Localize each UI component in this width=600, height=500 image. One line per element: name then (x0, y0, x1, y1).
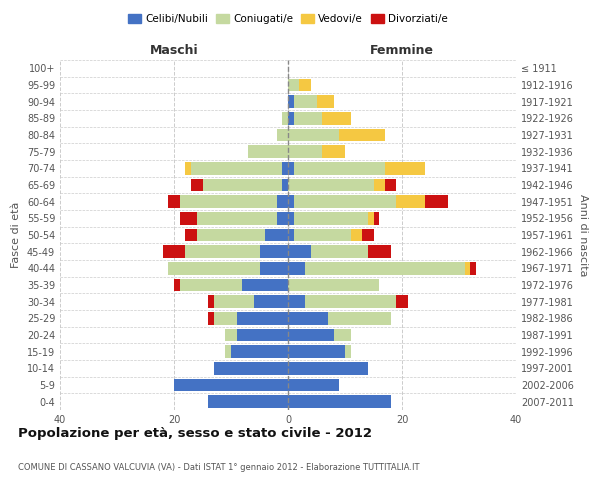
Bar (226, 346, 231, 358)
Bar (180, 212, 197, 224)
Bar (197, 229, 265, 241)
Bar (277, 212, 288, 224)
Y-axis label: Anni di nascita: Anni di nascita (578, 194, 587, 276)
Bar (288, 362, 368, 374)
Bar (288, 79, 299, 92)
Bar (470, 262, 476, 274)
Bar (350, 229, 362, 241)
Bar (334, 329, 351, 341)
Bar (226, 329, 236, 341)
Bar (288, 379, 340, 391)
Bar (305, 262, 465, 274)
Bar (288, 162, 294, 174)
Bar (254, 296, 288, 308)
Bar (180, 196, 277, 208)
Bar (345, 346, 350, 358)
Bar (397, 196, 425, 208)
Bar (385, 179, 396, 192)
Bar (260, 262, 288, 274)
Bar (288, 329, 334, 341)
Bar (294, 96, 317, 108)
Bar (203, 179, 283, 192)
Bar (185, 246, 260, 258)
Bar (373, 212, 379, 224)
Legend: Celibi/Nubili, Coniugati/e, Vedovi/e, Divorziati/e: Celibi/Nubili, Coniugati/e, Vedovi/e, Di… (124, 10, 452, 29)
Bar (236, 329, 288, 341)
Bar (373, 179, 385, 192)
Bar (340, 129, 385, 141)
Bar (288, 179, 373, 192)
Bar (174, 279, 180, 291)
Bar (197, 212, 277, 224)
Bar (185, 162, 191, 174)
Bar (299, 79, 311, 92)
Text: Femmine: Femmine (370, 44, 434, 57)
Bar (294, 196, 397, 208)
Bar (283, 162, 288, 174)
Bar (368, 246, 391, 258)
Bar (294, 229, 350, 241)
Bar (214, 296, 254, 308)
Bar (277, 129, 288, 141)
Bar (277, 196, 288, 208)
Bar (260, 246, 288, 258)
Bar (397, 296, 408, 308)
Bar (288, 279, 379, 291)
Bar (283, 179, 288, 192)
Bar (191, 179, 203, 192)
Bar (208, 312, 214, 324)
Bar (311, 246, 368, 258)
Y-axis label: Fasce di età: Fasce di età (11, 202, 21, 268)
Bar (168, 262, 260, 274)
Bar (288, 96, 294, 108)
Bar (214, 362, 288, 374)
Bar (288, 196, 294, 208)
Bar (288, 246, 311, 258)
Bar (305, 296, 397, 308)
Bar (294, 212, 368, 224)
Bar (208, 396, 288, 408)
Bar (248, 146, 288, 158)
Bar (294, 162, 385, 174)
Bar (288, 296, 305, 308)
Bar (214, 312, 236, 324)
Bar (185, 229, 197, 241)
Bar (288, 346, 345, 358)
Bar (174, 379, 288, 391)
Bar (385, 162, 425, 174)
Text: Popolazione per età, sesso e stato civile - 2012: Popolazione per età, sesso e stato civil… (18, 428, 372, 440)
Bar (283, 112, 288, 124)
Bar (465, 262, 470, 274)
Bar (328, 312, 391, 324)
Bar (168, 196, 180, 208)
Bar (288, 112, 294, 124)
Bar (288, 229, 294, 241)
Bar (208, 296, 214, 308)
Bar (322, 146, 345, 158)
Bar (288, 129, 340, 141)
Bar (288, 312, 328, 324)
Bar (265, 229, 288, 241)
Bar (317, 96, 334, 108)
Bar (180, 279, 242, 291)
Text: Maschi: Maschi (149, 44, 199, 57)
Bar (288, 212, 294, 224)
Bar (362, 229, 373, 241)
Bar (322, 112, 350, 124)
Bar (163, 246, 185, 258)
Text: COMUNE DI CASSANO VALCUVIA (VA) - Dati ISTAT 1° gennaio 2012 - Elaborazione TUTT: COMUNE DI CASSANO VALCUVIA (VA) - Dati I… (18, 462, 419, 471)
Bar (242, 279, 288, 291)
Bar (191, 162, 283, 174)
Bar (294, 112, 322, 124)
Bar (368, 212, 373, 224)
Bar (288, 146, 322, 158)
Bar (236, 312, 288, 324)
Bar (231, 346, 288, 358)
Bar (288, 262, 305, 274)
Bar (425, 196, 448, 208)
Bar (288, 396, 391, 408)
